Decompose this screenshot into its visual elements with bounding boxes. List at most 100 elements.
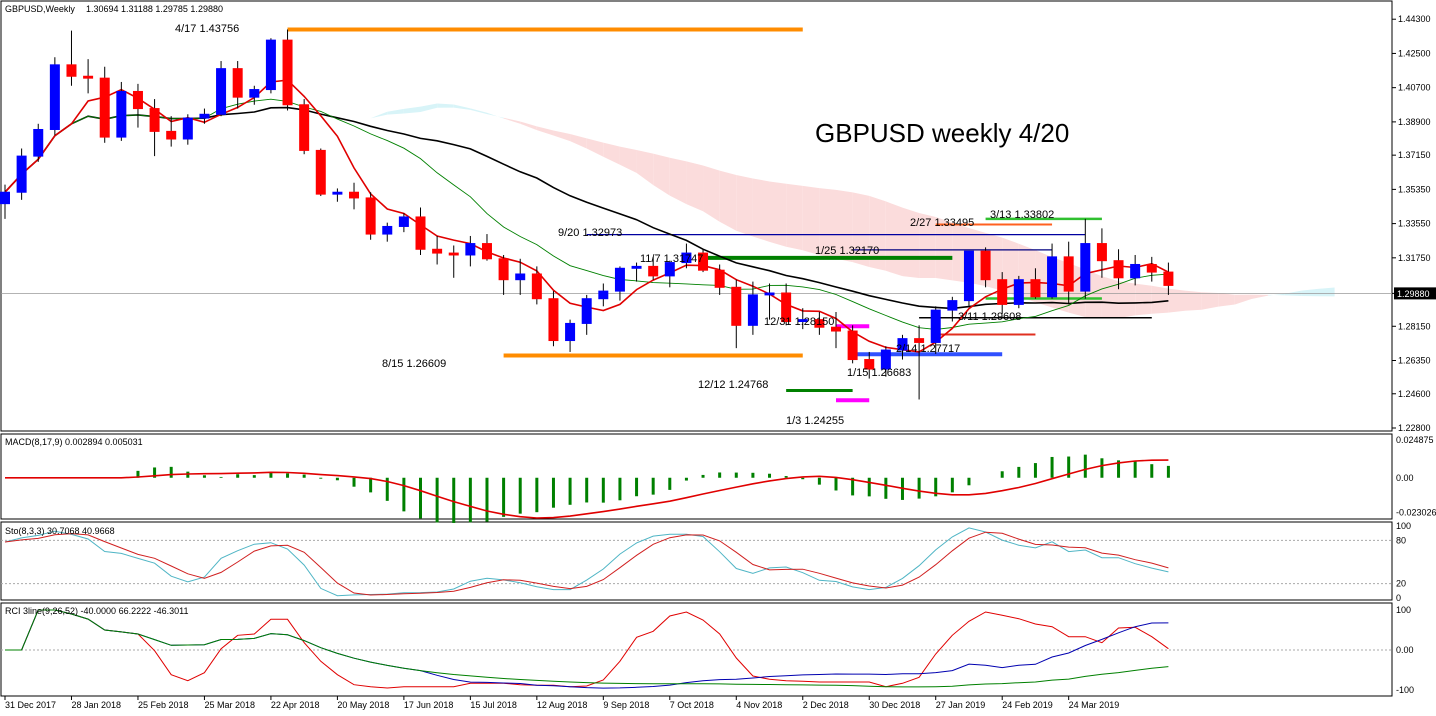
cloud-segment: [437, 103, 454, 108]
annotation-label: 1/3 1.24255: [786, 415, 844, 427]
macd-label: MACD(8,17,9) 0.002894 0.005031: [5, 437, 143, 447]
candle-body: [714, 269, 725, 288]
candle-body: [531, 273, 542, 300]
candle-body: [1163, 271, 1174, 286]
cloud-segment: [786, 183, 803, 251]
candle-body: [216, 68, 227, 115]
candle-body: [515, 273, 526, 281]
cloud-segment: [802, 185, 820, 256]
cloud-segment: [653, 153, 670, 196]
rci-tick-label: 0.00: [1396, 645, 1414, 655]
annotations: 4/17 1.43756 9/20 1.32973 11/7 1.31747 8/15…: [175, 23, 1054, 427]
stoch-k-line: [4, 527, 1169, 597]
candle-body: [1096, 243, 1107, 262]
time-tick-label: 31 Dec 2017: [5, 700, 56, 710]
cloud-segment: [1218, 292, 1235, 307]
candle-body: [0, 191, 10, 205]
current-price-label: 1.29880: [1397, 289, 1430, 299]
candle-body: [581, 298, 592, 324]
annotation-label: 2/14 1.27717: [896, 343, 960, 355]
candle-body: [116, 90, 127, 138]
price-tick-label: 1.40700: [1398, 83, 1431, 93]
cloud-segment: [387, 108, 404, 115]
cloud-segment: [603, 142, 620, 165]
candle-body: [1146, 263, 1157, 273]
cloud-segment: [370, 111, 388, 119]
candle-body: [914, 338, 925, 343]
cloud-segment: [520, 121, 537, 131]
candle-body: [382, 225, 393, 235]
current-price-box: [1394, 287, 1436, 300]
candle-body: [149, 108, 160, 132]
macd-tick-label: -0.023026: [1396, 508, 1436, 518]
cloud-segment: [1317, 287, 1335, 297]
time-tick-label: 9 Sep 2018: [603, 700, 649, 710]
candle-body: [1013, 279, 1024, 305]
price-tick-label: 1.28150: [1398, 321, 1431, 331]
candle-body: [548, 298, 559, 342]
cloud-segment: [636, 150, 654, 185]
price-tick-label: 1.33550: [1398, 219, 1431, 229]
candle-body: [282, 39, 293, 106]
stoch-tick-label: 20: [1396, 579, 1406, 589]
cloud-segment: [935, 216, 953, 281]
candle-body: [99, 77, 110, 138]
cloud-segment: [902, 207, 920, 278]
cloud-segment: [221, 123, 238, 136]
cloud-segment: [171, 174, 188, 193]
candle-body: [332, 191, 343, 195]
sub-indicators: [1, 454, 1392, 689]
candle-body: [398, 216, 409, 227]
candle-body: [249, 89, 260, 98]
cloud-segment: [204, 135, 222, 160]
macd-tick-label: 0.024875: [1396, 435, 1434, 445]
annotation-label: 9/20 1.32973: [558, 227, 622, 239]
candle-body: [132, 90, 143, 110]
candle-body: [631, 265, 642, 269]
price-tick-label: 1.37150: [1398, 150, 1431, 160]
window-title: GBPUSD,Weekly: [5, 4, 75, 14]
cloud-segment: [486, 112, 504, 119]
cloud-segment: [1135, 283, 1152, 316]
time-tick-label: 28 Jan 2018: [71, 700, 121, 710]
cloud-segment: [503, 117, 521, 124]
cloud-segment: [536, 126, 554, 136]
annotation-label: 3/13 1.33802: [990, 209, 1054, 221]
candle-body: [199, 113, 210, 119]
candle-body: [16, 155, 27, 193]
price-tick-label: 1.44300: [1398, 14, 1431, 24]
candle-body: [997, 279, 1008, 305]
annotation-label: 12/12 1.24768: [698, 379, 768, 391]
candle-body: [299, 104, 310, 151]
candle-body: [349, 191, 360, 199]
candle-body: [880, 349, 891, 370]
candle-body: [731, 286, 742, 326]
candle-body: [1080, 243, 1091, 292]
cloud-segment: [852, 192, 870, 268]
cloud-segment: [836, 189, 853, 263]
rci-tick-label: 100: [1396, 605, 1411, 615]
candle-body: [1130, 263, 1141, 279]
cloud-segment: [1301, 288, 1318, 297]
cloud-segment: [869, 195, 886, 271]
cloud-segment: [1118, 281, 1136, 318]
candle-body: [182, 117, 193, 140]
cloud-segment: [403, 106, 421, 114]
time-tick-label: 17 Jun 2018: [404, 700, 454, 710]
annotation-label: 1/15 1.26683: [847, 367, 911, 379]
candles: [0, 29, 1174, 400]
cloud-segment: [919, 213, 936, 279]
candle-body: [764, 292, 775, 296]
cloud-segment: [586, 138, 604, 157]
rci-long-line: [5, 609, 1169, 688]
annotation-label: 11/7 1.31747: [640, 253, 703, 265]
annotation-label: 3/11 1.29608: [958, 311, 1021, 323]
macd-tick-label: 0.00: [1396, 473, 1414, 483]
candle-body: [681, 252, 692, 264]
cloud-segment: [752, 178, 770, 242]
candle-body: [265, 39, 276, 91]
candle-body: [565, 322, 576, 342]
time-tick-label: 22 Apr 2018: [271, 700, 320, 710]
candle-body: [166, 130, 177, 140]
time-tick-label: 4 Nov 2018: [736, 700, 782, 710]
